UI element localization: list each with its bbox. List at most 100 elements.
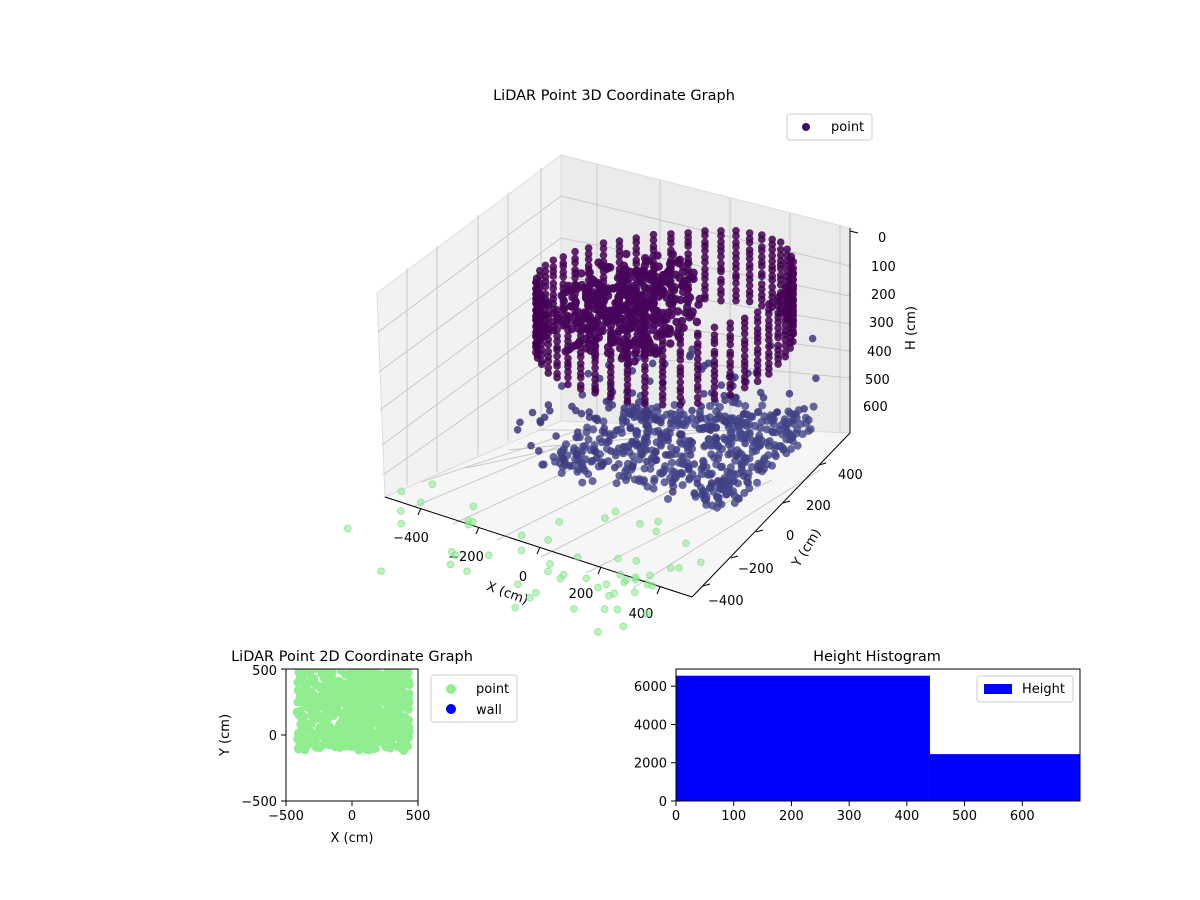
point-marker [776, 245, 785, 254]
point-marker [347, 694, 357, 704]
point-marker [783, 261, 791, 270]
point-marker [321, 669, 331, 676]
point-marker [740, 352, 749, 360]
point-marker [640, 282, 649, 292]
point-marker [584, 255, 593, 264]
y-tick-label: 400 [838, 468, 863, 483]
point-marker [740, 319, 749, 327]
point-marker [705, 401, 714, 410]
point-marker [748, 463, 757, 472]
point-marker [307, 711, 316, 720]
point-marker [804, 426, 813, 435]
histogram-y-ticks: 6000 4000 2000 0 [634, 680, 676, 810]
point-marker [625, 296, 635, 306]
point-marker [717, 267, 725, 276]
point-marker [546, 407, 554, 415]
point-marker [732, 273, 740, 282]
point-marker [353, 673, 362, 682]
point-marker [770, 450, 779, 459]
histogram-bar [929, 754, 1080, 801]
y-axis-label-2d: Y (cm) [218, 714, 233, 757]
point-marker [701, 496, 710, 505]
point-marker [793, 441, 802, 450]
point-marker [696, 414, 705, 423]
point-marker [352, 704, 361, 714]
point-marker [646, 464, 655, 473]
point-marker [386, 710, 395, 720]
point-marker [715, 411, 724, 419]
point-marker [329, 740, 339, 749]
point-marker [699, 462, 707, 471]
point-marker [401, 714, 410, 723]
point-marker [584, 244, 593, 252]
point-marker [726, 335, 735, 343]
x-tick-label: 400 [894, 809, 919, 824]
point-marker [739, 472, 748, 480]
legend-hist-frame [976, 675, 1074, 703]
point-marker [740, 345, 749, 354]
point-marker [396, 688, 406, 697]
point-marker [652, 527, 661, 536]
point-marker [652, 456, 660, 465]
point-marker [611, 507, 620, 516]
point-marker [765, 353, 773, 362]
point-marker [798, 430, 807, 439]
point-marker [594, 583, 602, 592]
legend-3d-frame [786, 113, 873, 141]
z-tick-label: 300 [869, 316, 894, 331]
point-marker [732, 286, 740, 294]
point-marker [740, 324, 749, 333]
point-marker [311, 743, 321, 752]
point-marker [386, 681, 395, 690]
point-marker [745, 238, 754, 247]
point-marker [808, 334, 817, 343]
point-marker [693, 365, 702, 374]
point-marker [693, 355, 702, 363]
point-marker [663, 308, 673, 317]
point-marker [658, 384, 667, 392]
point-marker [735, 427, 744, 436]
y-tick-label: −200 [738, 562, 774, 577]
point-marker [768, 428, 777, 437]
point-marker [717, 232, 725, 240]
point-marker [758, 262, 766, 270]
point-marker [658, 400, 667, 409]
point-marker [642, 414, 650, 422]
point-marker [632, 556, 641, 565]
point-marker [400, 743, 410, 752]
point-marker [299, 686, 309, 695]
point-marker [768, 245, 777, 254]
point-marker [337, 739, 347, 749]
point-marker [732, 232, 740, 240]
floor-points [343, 480, 705, 636]
point-marker [368, 728, 378, 737]
point-marker [576, 364, 585, 373]
point-marker [809, 402, 818, 411]
point-marker [611, 298, 620, 308]
point-marker [674, 258, 683, 268]
point-marker [366, 745, 376, 754]
y-tick-label-2d: 500 [252, 664, 277, 679]
point-marker [646, 271, 655, 281]
point-marker [619, 265, 628, 274]
point-marker [525, 593, 534, 602]
y-tick-label: −400 [708, 594, 744, 609]
point-marker [590, 322, 600, 332]
point-marker [640, 464, 649, 473]
point-marker [613, 605, 622, 614]
point-marker [693, 479, 702, 488]
point-marker [582, 574, 591, 583]
point-marker [676, 430, 685, 439]
point-marker [774, 324, 782, 332]
point-marker [684, 464, 693, 473]
point-marker [649, 325, 658, 335]
point-marker [559, 253, 568, 261]
point-marker [625, 447, 634, 456]
point-marker [670, 410, 679, 419]
point-marker [597, 297, 606, 307]
point-marker [599, 244, 608, 253]
x-tick-label: 200 [779, 809, 804, 824]
point-marker [707, 479, 716, 487]
point-marker [537, 301, 546, 310]
